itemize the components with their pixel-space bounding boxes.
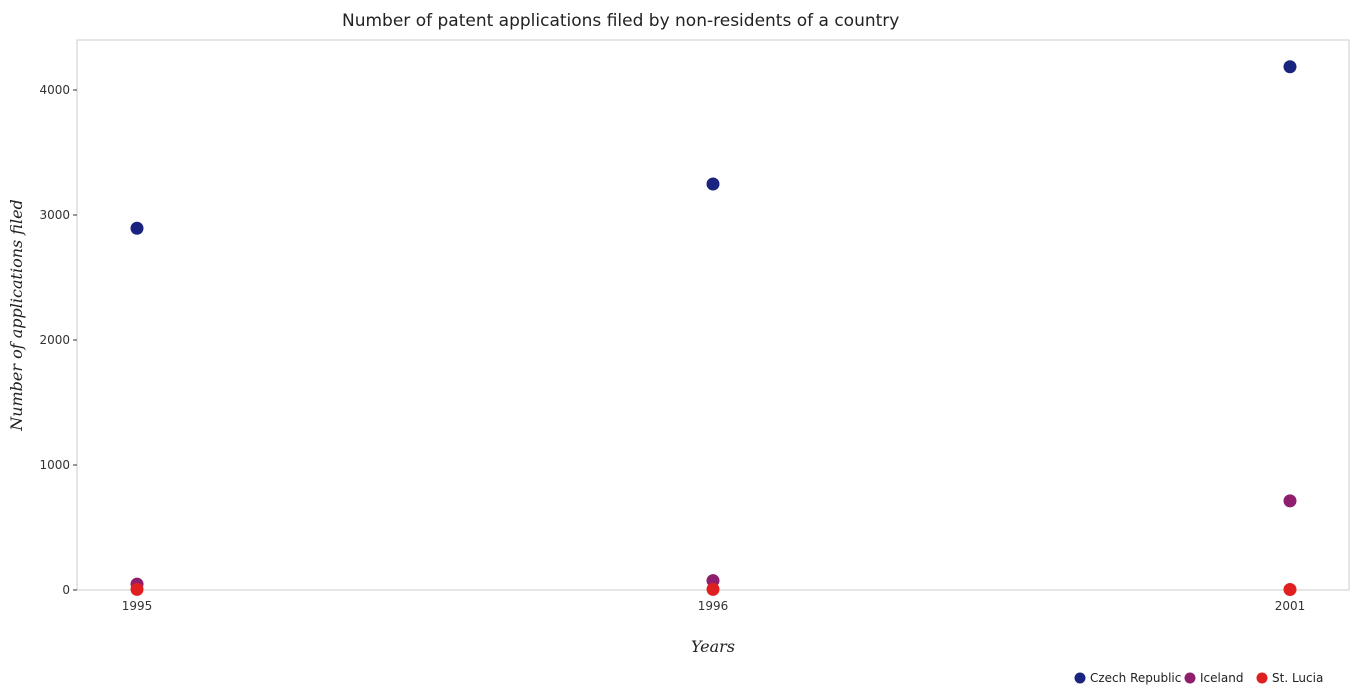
x-axis-ticks: 1995 1996 2001: [122, 590, 1306, 613]
data-point: [1283, 494, 1297, 508]
legend-label: St. Lucia: [1272, 671, 1323, 685]
data-point: [130, 582, 144, 596]
y-tick-label: 3000: [39, 208, 70, 222]
plot-area: [76, 39, 1350, 591]
y-axis-ticks: 0 1000 2000 3000 4000: [39, 83, 77, 597]
data-point: [1283, 583, 1297, 596]
y-axis-label: Number of applications filed: [7, 199, 26, 432]
data-point: [1283, 60, 1297, 74]
x-tick-label: 1995: [122, 599, 153, 613]
legend-marker: [1074, 672, 1086, 684]
legend-label: Iceland: [1200, 671, 1243, 685]
data-point: [706, 582, 720, 596]
data-points: [130, 60, 1297, 596]
data-point: [706, 177, 720, 191]
legend: Czech Republic Iceland St. Lucia: [1074, 671, 1323, 685]
data-point: [130, 221, 144, 235]
y-tick-label: 1000: [39, 458, 70, 472]
x-axis-label: Years: [691, 637, 735, 656]
y-tick-label: 4000: [39, 83, 70, 97]
x-tick-label: 1996: [698, 599, 729, 613]
y-tick-label: 0: [62, 583, 70, 597]
legend-marker: [1184, 672, 1196, 684]
x-tick-label: 2001: [1275, 599, 1306, 613]
y-tick-label: 2000: [39, 333, 70, 347]
legend-label: Czech Republic: [1090, 671, 1181, 685]
chart-title: Number of patent applications filed by n…: [342, 11, 899, 31]
legend-marker: [1256, 672, 1268, 684]
